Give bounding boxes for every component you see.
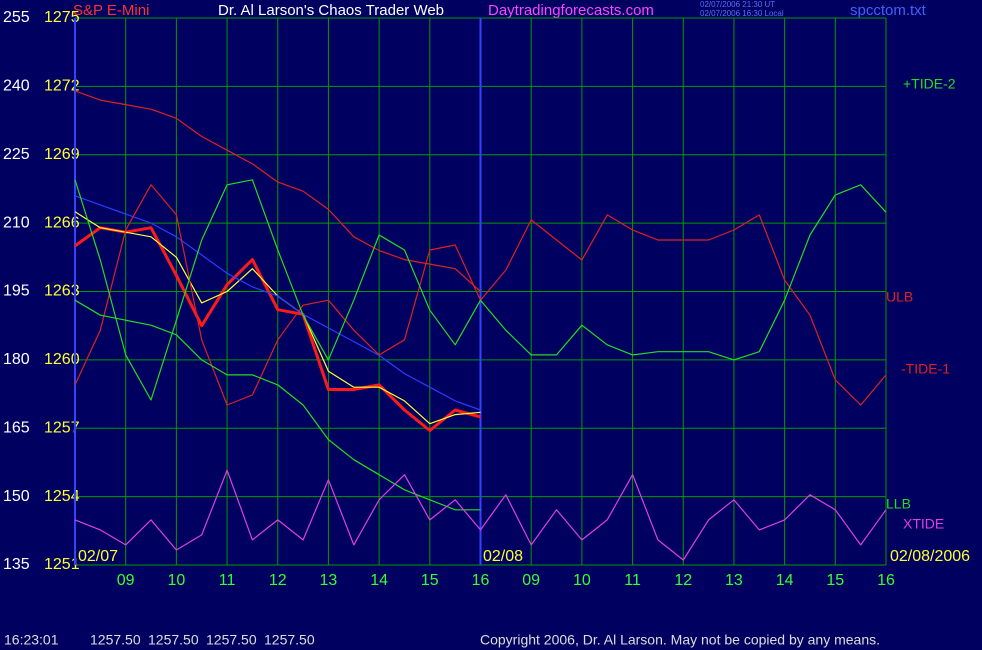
series-line (74, 299, 481, 511)
chart-title: Dr. Al Larson's Chaos Trader Web (218, 2, 444, 19)
x-tick-label: 15 (826, 572, 844, 589)
x-tick-label: 10 (573, 572, 591, 589)
x-tick-label: 11 (219, 572, 236, 589)
y2-tick-label: 210 (3, 214, 30, 231)
date-label: 02/08/2006 (890, 548, 970, 565)
y2-tick-label: 135 (3, 556, 30, 573)
x-tick-label: 12 (674, 572, 692, 589)
y-tick-label: 1257 (44, 419, 80, 436)
status-quote: 1257.50 (148, 632, 199, 648)
series-label: LLB (886, 496, 911, 512)
x-tick-label: 12 (269, 572, 287, 589)
instrument-label: S&P E-Mini (73, 2, 149, 19)
y-tick-label: 1260 (44, 351, 80, 368)
status-quote: 1257.50 (206, 632, 257, 648)
y2-tick-label: 240 (3, 78, 30, 95)
y2-tick-label: 150 (3, 488, 30, 505)
x-tick-label: 09 (522, 572, 540, 589)
series-line (74, 469, 887, 561)
series-line (74, 179, 887, 401)
y2-tick-label: 180 (3, 351, 30, 368)
y2-tick-label: 255 (3, 9, 30, 26)
y2-tick-label: 225 (3, 146, 30, 163)
series-line (74, 195, 481, 411)
y-tick-label: 1272 (44, 78, 80, 95)
x-tick-label: 16 (472, 572, 490, 589)
y-tick-label: 1254 (44, 488, 80, 505)
timestamp: 02/07/2006 16:30 Local (700, 9, 784, 18)
series-label: ULB (886, 289, 913, 305)
x-tick-label: 13 (725, 572, 743, 589)
x-tick-label: 15 (421, 572, 439, 589)
x-tick-label: 14 (776, 572, 794, 589)
series-line (74, 226, 481, 432)
y2-tick-label: 165 (3, 419, 30, 436)
x-tick-label: 10 (167, 572, 185, 589)
series-label: XTIDE (903, 516, 944, 532)
series-label: +TIDE-2 (903, 76, 956, 92)
file-name: spcctom.txt (850, 2, 927, 19)
x-tick-label: 09 (117, 572, 135, 589)
series-line (74, 90, 481, 292)
status-quote: 1257.50 (90, 632, 141, 648)
date-label: 02/08 (483, 548, 523, 565)
site-name: Daytradingforecasts.com (488, 2, 654, 19)
x-tick-label: 16 (877, 572, 895, 589)
y-tick-label: 1266 (44, 214, 80, 231)
x-tick-label: 13 (320, 572, 338, 589)
y-tick-label: 1251 (44, 556, 80, 573)
x-tick-label: 14 (370, 572, 388, 589)
series-label: -TIDE-1 (901, 361, 950, 377)
status-time: 16:23:01 (4, 632, 59, 648)
y-tick-label: 1275 (44, 9, 80, 26)
y2-tick-label: 195 (3, 283, 30, 300)
y-tick-label: 1263 (44, 283, 80, 300)
status-quote: 1257.50 (264, 632, 315, 648)
copyright: Copyright 2006, Dr. Al Larson. May not b… (480, 632, 880, 648)
y-tick-label: 1269 (44, 146, 80, 163)
x-tick-label: 11 (624, 572, 641, 589)
date-label: 02/07 (78, 548, 118, 565)
timestamp: 02/07/2006 21:30 UT (700, 0, 775, 9)
